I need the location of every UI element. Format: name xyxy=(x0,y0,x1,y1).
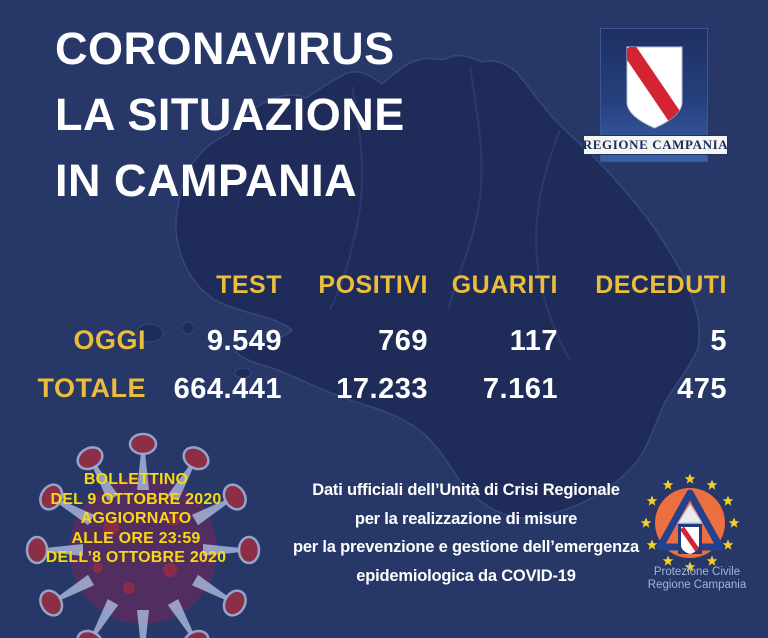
totale-test-value: 664.441 xyxy=(173,373,282,405)
info-line-1: Dati ufficiali dell’Unità di Crisi Regio… xyxy=(312,481,620,499)
logo-banner: REGIONE CAMPANIA xyxy=(583,135,728,155)
protezione-civile-emblem-icon xyxy=(640,473,740,572)
campania-shield-icon xyxy=(626,46,683,129)
title-line-2: LA SITUAZIONE xyxy=(55,89,405,140)
info-line-2: per la realizzazione di misure xyxy=(354,509,578,528)
oggi-positivi-value: 769 xyxy=(378,325,428,357)
title-line-1: CORONAVIRUS xyxy=(55,23,395,74)
protezione-civile-caption: Protezione Civile Regione Campania xyxy=(633,566,761,592)
col-header-deceduti: DECEDUTI xyxy=(595,271,727,299)
title-line-3: IN CAMPANIA xyxy=(55,155,358,206)
totale-deceduti-value: 475 xyxy=(677,373,727,405)
bulletin-line-2: DEL 9 OTTOBRE 2020 xyxy=(50,490,222,508)
col-header-positivi: POSITIVI xyxy=(318,271,428,299)
logo-banner-text: REGIONE CAMPANIA xyxy=(582,137,729,152)
campania-map-shape xyxy=(175,54,701,519)
oggi-guariti-value: 117 xyxy=(509,325,558,357)
regione-campania-logo: REGIONE CAMPANIA xyxy=(583,28,728,168)
oggi-test-value: 9.549 xyxy=(206,325,282,357)
pc-caption-line-1: Protezione Civile xyxy=(653,566,741,578)
protezione-civile-logo: Protezione Civile Regione Campania xyxy=(640,466,753,606)
bulletin-text: BOLLETTINO DEL 9 OTTOBRE 2020 AGGIORNATO… xyxy=(16,470,256,568)
bulletin-line-4: ALLE ORE 23:59 xyxy=(71,529,201,547)
bulletin-line-3: AGGIORNATO xyxy=(80,510,192,527)
official-info-text: Dati ufficiali dell’Unità di Crisi Regio… xyxy=(282,476,650,590)
col-header-guariti: GUARITI xyxy=(451,271,558,299)
pc-caption-line-2: Regione Campania xyxy=(647,579,747,591)
coronavirus-icon xyxy=(25,432,261,638)
page-title: CORONAVIRUS LA SITUAZIONE IN CAMPANIA xyxy=(55,16,405,214)
row-label-oggi: OGGI xyxy=(73,325,146,355)
info-line-4: epidemiologica da COVID-19 xyxy=(356,566,576,585)
bulletin-line-1: BOLLETTINO xyxy=(83,471,189,488)
totale-guariti-value: 7.161 xyxy=(482,373,558,405)
oggi-deceduti-value: 5 xyxy=(710,325,727,357)
col-header-test: TEST xyxy=(216,271,282,299)
stats-table: TEST POSITIVI GUARITI DECEDUTI OGGI 9.54… xyxy=(30,271,727,407)
bulletin-line-5: DELL’8 OTTOBRE 2020 xyxy=(45,549,227,566)
info-line-3: per la prevenzione e gestione dell’emerg… xyxy=(292,538,640,556)
totale-positivi-value: 17.233 xyxy=(336,373,428,405)
row-label-totale: TOTALE xyxy=(37,373,146,403)
